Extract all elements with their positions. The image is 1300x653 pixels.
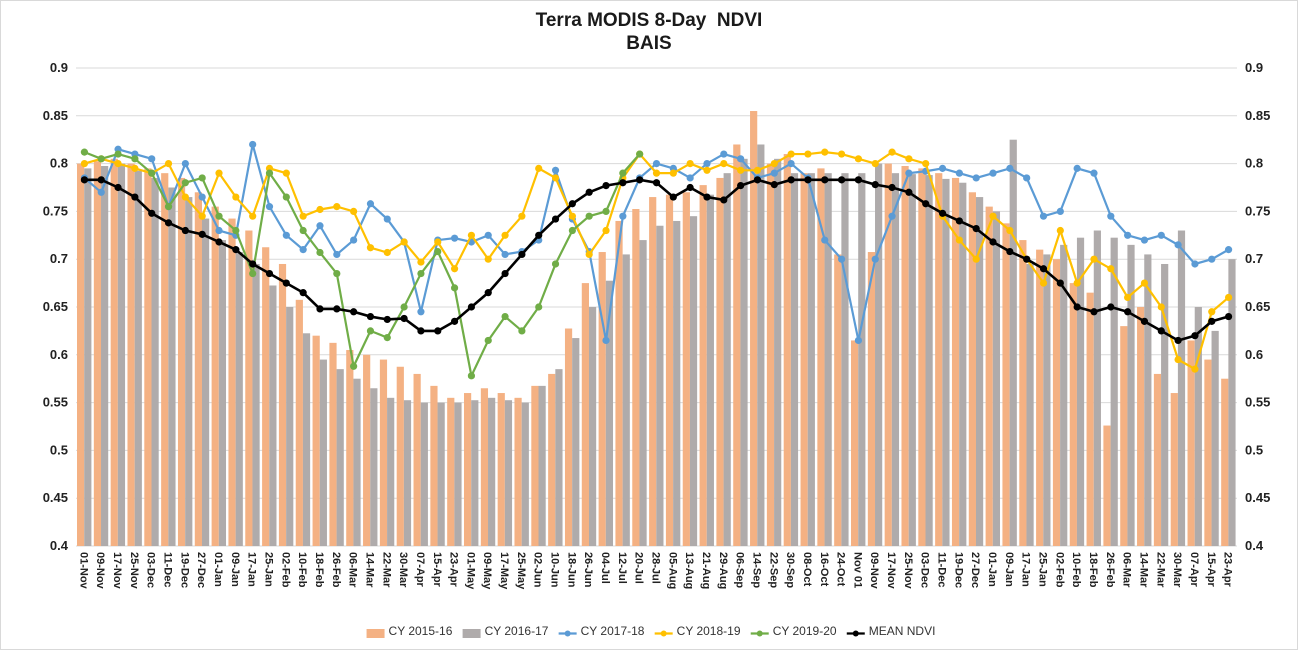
- svg-text:0.7: 0.7: [1245, 251, 1263, 266]
- svg-text:24-Oct: 24-Oct: [835, 552, 847, 587]
- svg-text:01-Jan: 01-Jan: [212, 552, 224, 587]
- svg-text:06-Sep: 06-Sep: [734, 552, 746, 588]
- svg-text:0.55: 0.55: [1245, 395, 1270, 410]
- svg-text:06-Mar: 06-Mar: [1121, 552, 1133, 588]
- svg-text:10-Feb: 10-Feb: [296, 552, 308, 588]
- svg-text:17-Nov: 17-Nov: [885, 552, 897, 590]
- svg-text:0.7: 0.7: [50, 251, 68, 266]
- svg-text:0.4: 0.4: [50, 538, 69, 553]
- svg-text:03-Dec: 03-Dec: [919, 552, 931, 588]
- svg-text:30-Mar: 30-Mar: [397, 552, 409, 588]
- svg-text:0.8: 0.8: [50, 156, 68, 171]
- svg-text:25-Jan: 25-Jan: [263, 552, 275, 587]
- svg-text:0.75: 0.75: [1245, 203, 1270, 218]
- svg-text:15-Apr: 15-Apr: [1205, 552, 1217, 588]
- svg-text:22-Mar: 22-Mar: [1154, 552, 1166, 588]
- svg-text:14-Mar: 14-Mar: [1137, 552, 1149, 588]
- svg-text:02-Feb: 02-Feb: [279, 552, 291, 588]
- svg-text:14-Sep: 14-Sep: [750, 552, 762, 588]
- svg-text:11-Dec: 11-Dec: [162, 552, 174, 587]
- svg-text:09-May: 09-May: [481, 552, 493, 590]
- svg-text:12-Jul: 12-Jul: [616, 552, 628, 584]
- svg-text:0.65: 0.65: [43, 299, 68, 314]
- svg-text:CY 2015-16: CY 2015-16: [389, 624, 453, 638]
- svg-text:01-May: 01-May: [464, 552, 476, 590]
- svg-text:0.9: 0.9: [50, 60, 68, 75]
- svg-text:19-Dec: 19-Dec: [178, 552, 190, 588]
- svg-text:03-Dec: 03-Dec: [145, 552, 157, 588]
- svg-text:0.5: 0.5: [50, 442, 68, 457]
- svg-text:25-Nov: 25-Nov: [128, 552, 140, 590]
- svg-text:29-Aug: 29-Aug: [717, 552, 729, 589]
- svg-text:17-Jan: 17-Jan: [1020, 552, 1032, 587]
- svg-text:26-Feb: 26-Feb: [330, 552, 342, 588]
- svg-text:0.75: 0.75: [43, 203, 68, 218]
- svg-text:01-Jan: 01-Jan: [986, 552, 998, 587]
- svg-text:06-Mar: 06-Mar: [347, 552, 359, 588]
- svg-text:30-Sep: 30-Sep: [784, 552, 796, 588]
- svg-text:25-Jan: 25-Jan: [1037, 552, 1049, 587]
- svg-text:0.9: 0.9: [1245, 60, 1263, 75]
- svg-text:18-Jun: 18-Jun: [565, 552, 577, 588]
- svg-text:0.4: 0.4: [1245, 538, 1264, 553]
- svg-text:MEAN NDVI: MEAN NDVI: [869, 624, 936, 638]
- svg-text:0.85: 0.85: [1245, 108, 1270, 123]
- svg-text:09-Nov: 09-Nov: [94, 552, 106, 590]
- svg-text:0.65: 0.65: [1245, 299, 1270, 314]
- svg-text:09-Jan: 09-Jan: [229, 552, 241, 587]
- svg-text:27-Dec: 27-Dec: [195, 552, 207, 588]
- svg-text:21-Aug: 21-Aug: [700, 552, 712, 589]
- svg-text:10-Jun: 10-Jun: [549, 552, 561, 588]
- svg-text:04-Jul: 04-Jul: [599, 552, 611, 584]
- svg-text:15-Apr: 15-Apr: [431, 552, 443, 588]
- svg-text:18-Feb: 18-Feb: [313, 552, 325, 588]
- svg-text:0.8: 0.8: [1245, 156, 1263, 171]
- svg-text:08-Oct: 08-Oct: [801, 552, 813, 587]
- svg-text:10-Feb: 10-Feb: [1070, 552, 1082, 588]
- svg-text:07-Apr: 07-Apr: [414, 552, 426, 588]
- svg-text:0.6: 0.6: [1245, 347, 1263, 362]
- svg-text:CY 2017-18: CY 2017-18: [581, 624, 645, 638]
- svg-text:0.85: 0.85: [43, 108, 68, 123]
- svg-text:02-Jun: 02-Jun: [532, 552, 544, 588]
- svg-text:Nov 01: Nov 01: [851, 552, 863, 588]
- svg-text:02-Feb: 02-Feb: [1053, 552, 1065, 588]
- svg-text:17-May: 17-May: [498, 552, 510, 590]
- svg-text:16-Oct: 16-Oct: [818, 552, 830, 587]
- svg-text:09-Jan: 09-Jan: [1003, 552, 1015, 587]
- svg-text:20-Jul: 20-Jul: [633, 552, 645, 584]
- svg-text:CY 2016-17: CY 2016-17: [485, 624, 549, 638]
- svg-text:22-Mar: 22-Mar: [380, 552, 392, 588]
- svg-text:30-Mar: 30-Mar: [1171, 552, 1183, 588]
- svg-text:19-Dec: 19-Dec: [952, 552, 964, 588]
- svg-text:CY 2018-19: CY 2018-19: [677, 624, 741, 638]
- svg-text:0.6: 0.6: [50, 347, 68, 362]
- svg-text:26-Feb: 26-Feb: [1104, 552, 1116, 588]
- svg-text:14-Mar: 14-Mar: [363, 552, 375, 588]
- svg-text:17-Jan: 17-Jan: [246, 552, 258, 587]
- svg-text:22-Sep: 22-Sep: [767, 552, 779, 588]
- svg-text:23-Apr: 23-Apr: [448, 552, 460, 588]
- svg-text:17-Nov: 17-Nov: [111, 552, 123, 590]
- svg-text:09-Nov: 09-Nov: [868, 552, 880, 590]
- svg-text:26-Jun: 26-Jun: [582, 552, 594, 588]
- svg-text:18-Feb: 18-Feb: [1087, 552, 1099, 588]
- svg-text:0.45: 0.45: [1245, 490, 1270, 505]
- svg-text:0.45: 0.45: [43, 490, 68, 505]
- svg-text:0.55: 0.55: [43, 395, 68, 410]
- svg-text:CY 2019-20: CY 2019-20: [773, 624, 837, 638]
- svg-text:23-Apr: 23-Apr: [1222, 552, 1234, 588]
- svg-text:25-May: 25-May: [515, 552, 527, 590]
- svg-text:25-Nov: 25-Nov: [902, 552, 914, 590]
- svg-text:01-Nov: 01-Nov: [77, 552, 89, 590]
- svg-text:05-Aug: 05-Aug: [666, 552, 678, 589]
- svg-text:28-Jul: 28-Jul: [650, 552, 662, 584]
- svg-text:13-Aug: 13-Aug: [683, 552, 695, 589]
- svg-text:0.5: 0.5: [1245, 442, 1263, 457]
- svg-text:07-Apr: 07-Apr: [1188, 552, 1200, 588]
- svg-text:27-Dec: 27-Dec: [969, 552, 981, 588]
- svg-text:11-Dec: 11-Dec: [936, 552, 948, 587]
